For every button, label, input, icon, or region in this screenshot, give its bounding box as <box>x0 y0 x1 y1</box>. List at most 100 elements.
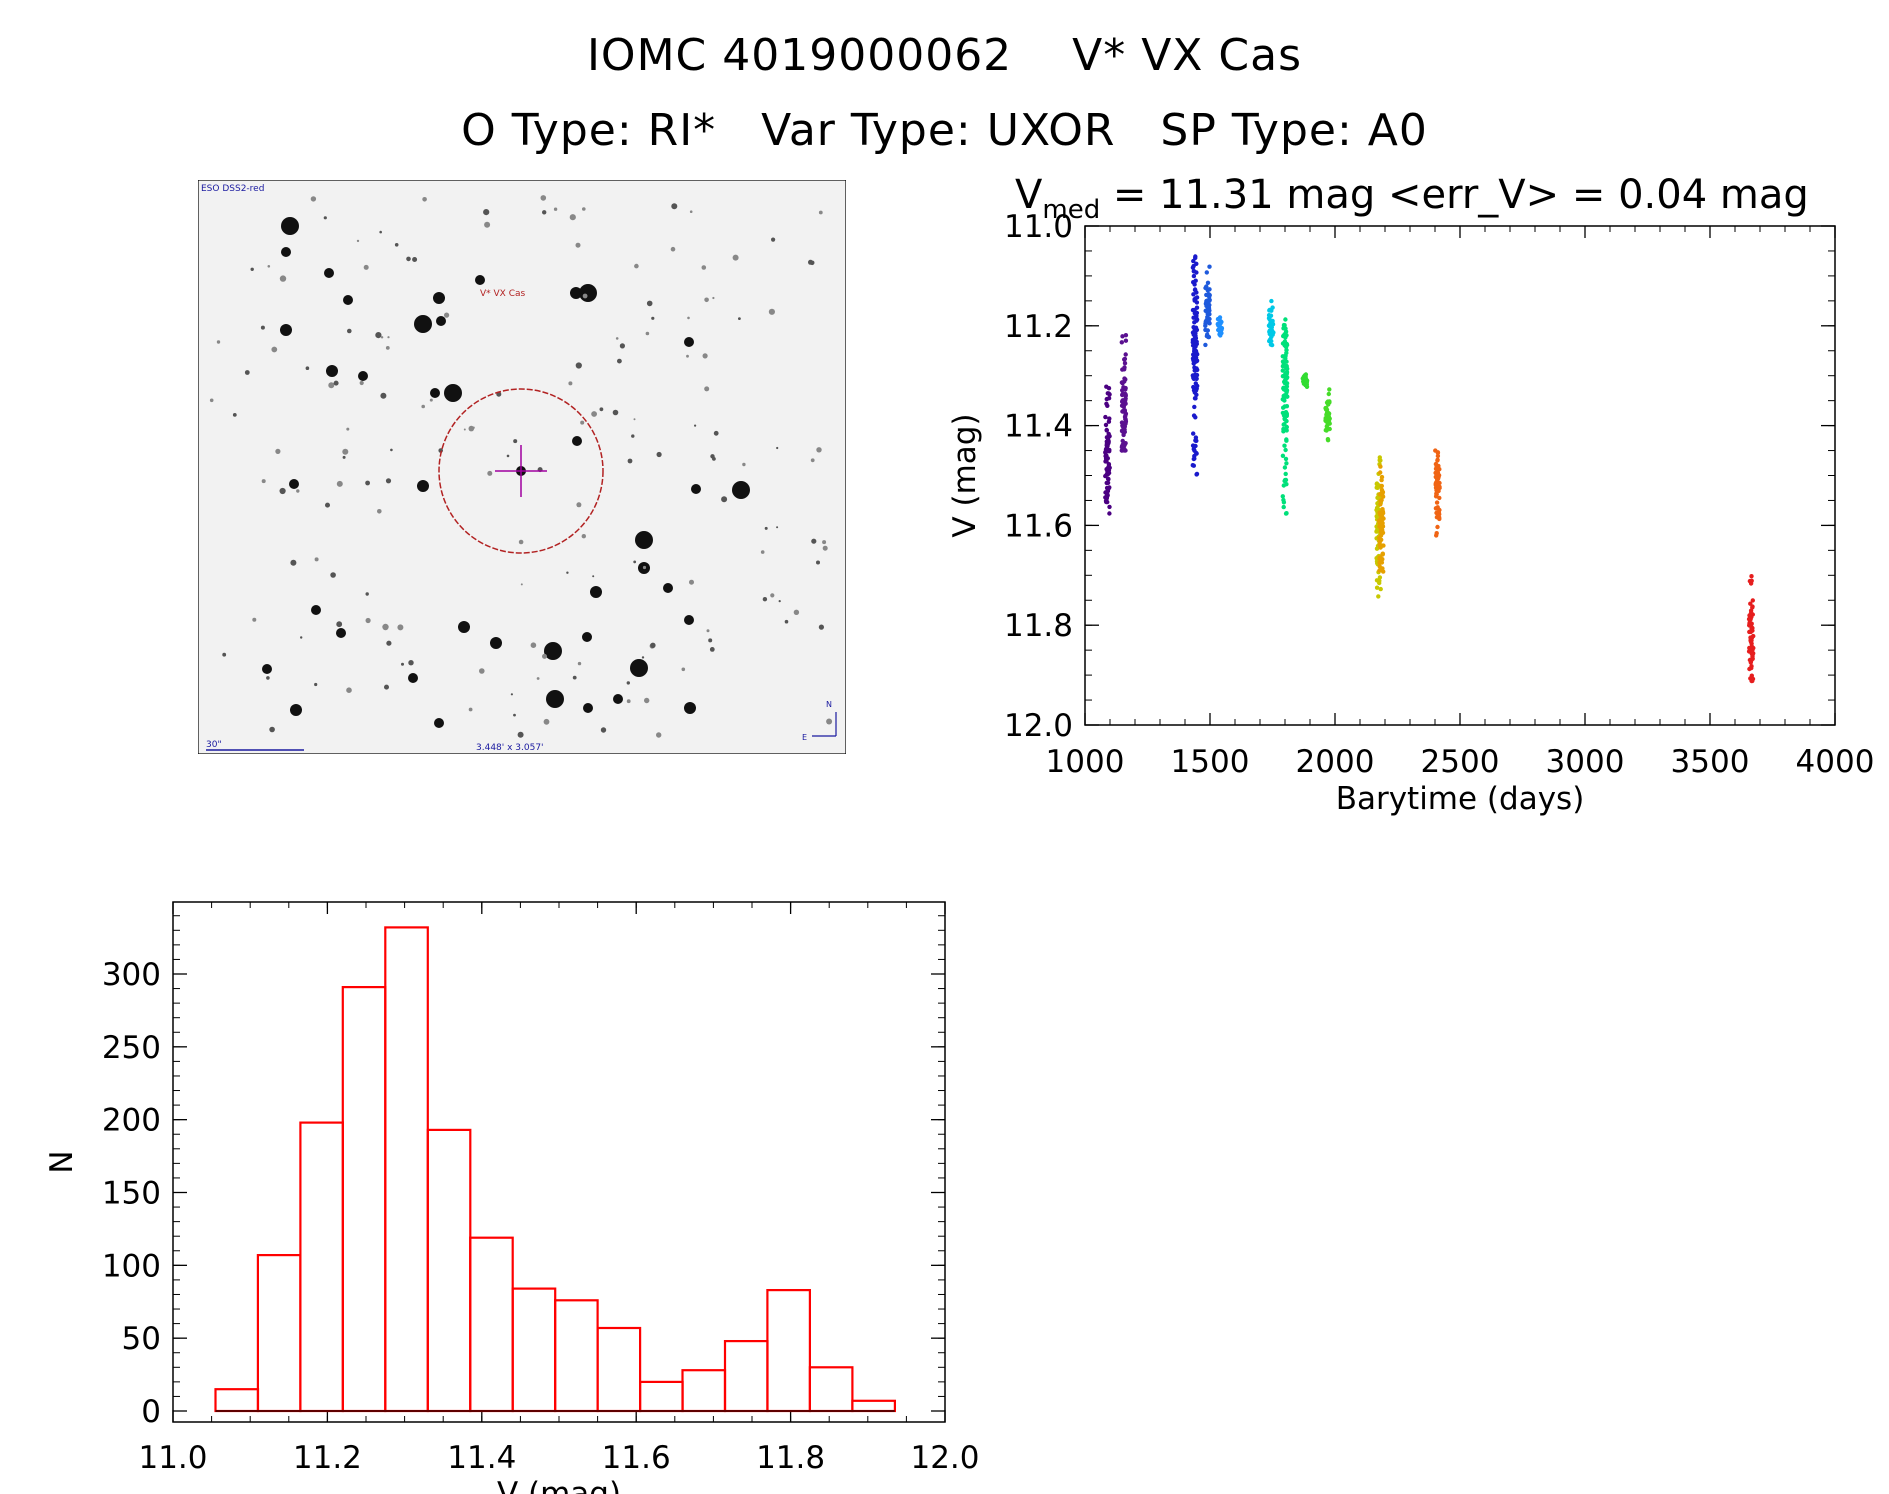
finder-star <box>300 636 303 639</box>
lc-point <box>1206 334 1212 340</box>
lc-point <box>1433 482 1439 487</box>
finder-star <box>630 659 648 677</box>
lc-point <box>1122 361 1128 366</box>
finder-star <box>380 392 387 399</box>
finder-star <box>760 550 765 554</box>
lc-point <box>1120 399 1125 404</box>
lc-point <box>1122 367 1127 372</box>
hist-bar <box>638 1380 684 1413</box>
finder-star <box>818 624 825 630</box>
finder-star <box>375 332 382 339</box>
finder-star <box>635 531 653 549</box>
lc-point <box>1123 377 1128 382</box>
lc-point <box>1748 617 1753 622</box>
lc-point <box>1750 652 1755 658</box>
lc-point <box>1194 372 1199 378</box>
lc-point <box>1270 305 1275 310</box>
finder-star <box>463 428 466 431</box>
finder-star <box>222 652 227 657</box>
finder-star <box>764 526 768 530</box>
lc-point <box>1205 314 1210 320</box>
lc-point <box>1193 325 1199 330</box>
lc-ytick-label: 11.4 <box>1004 409 1073 445</box>
finder-star <box>684 615 694 625</box>
finder-star <box>365 480 370 486</box>
finder-star <box>260 325 265 330</box>
lc-point <box>1374 585 1380 590</box>
finder-star <box>546 690 564 708</box>
finder-star <box>281 217 299 235</box>
finder-star <box>544 642 562 660</box>
finder-star <box>490 637 502 649</box>
lc-point <box>1105 476 1111 481</box>
lc-point <box>1105 487 1110 492</box>
finder-star <box>365 592 369 596</box>
finder-star <box>619 343 625 349</box>
lc-point <box>1374 546 1380 551</box>
finder-star <box>359 380 364 386</box>
finder-star <box>250 267 254 271</box>
finder-star <box>483 209 490 216</box>
finder-star <box>434 718 444 728</box>
lc-point <box>1120 334 1125 339</box>
hist-bar <box>299 1121 344 1413</box>
lc-point <box>1106 386 1112 391</box>
lc-point <box>1194 270 1199 275</box>
lc-point <box>1327 387 1332 392</box>
lc-point <box>1122 427 1127 432</box>
finder-star <box>542 210 547 215</box>
lc-series-cluster <box>1215 315 1225 338</box>
lc-series-cluster <box>1203 264 1212 348</box>
lc-point <box>1203 321 1208 326</box>
lc-point <box>1106 396 1112 401</box>
lc-ylabel: V (mag) <box>947 413 983 537</box>
finder-star <box>568 381 573 386</box>
lc-point <box>1282 379 1287 384</box>
finder-star <box>670 246 676 252</box>
finder-star <box>656 451 662 458</box>
hist-bar <box>341 985 387 1413</box>
lc-series-cluster <box>1190 254 1200 477</box>
finder-star <box>401 662 404 666</box>
finder-star <box>818 210 823 215</box>
finder-star <box>444 312 450 318</box>
finder-star <box>626 681 630 685</box>
finder-star <box>269 726 275 733</box>
finder-star <box>363 264 369 270</box>
lc-xtick-label: 1000 <box>1046 744 1125 780</box>
finder-star <box>468 707 473 712</box>
finder-star <box>687 316 690 320</box>
finder-star <box>279 275 287 282</box>
lc-point <box>1106 470 1112 476</box>
lc-point <box>1280 368 1286 373</box>
hist-xtick-label: 11.0 <box>138 1440 207 1476</box>
finder-star <box>281 247 291 257</box>
lc-point <box>1106 431 1111 437</box>
lc-point <box>1105 456 1111 461</box>
lc-point <box>1204 270 1210 275</box>
finder-star <box>384 684 389 690</box>
finder-star <box>382 623 389 631</box>
finder-star <box>702 353 708 359</box>
finder-star <box>543 718 550 725</box>
lc-point <box>1284 424 1290 430</box>
lc-point <box>1281 405 1286 410</box>
lc-point <box>1190 265 1196 270</box>
lc-point <box>1217 326 1222 331</box>
finder-star <box>591 411 597 417</box>
finder-star <box>570 287 582 299</box>
finder-star <box>704 297 709 303</box>
lc-point <box>1750 605 1755 610</box>
lc-title-main: V <box>1015 172 1043 218</box>
finder-star <box>387 336 390 339</box>
light-curve-chart: 1000 1500 2000 2500 3000 3500 4000 11.0 11.2 11.4… <box>947 172 1874 817</box>
finder-star <box>336 621 343 628</box>
finder-star <box>397 624 404 631</box>
finder-star <box>417 480 429 492</box>
hist-axes-frame <box>172 901 946 1423</box>
hist-ytick-label: 0 <box>141 1394 161 1430</box>
lc-point <box>1194 305 1200 310</box>
lc-point <box>1123 338 1129 343</box>
lc-point <box>1380 509 1386 515</box>
lc-point <box>1104 491 1110 496</box>
